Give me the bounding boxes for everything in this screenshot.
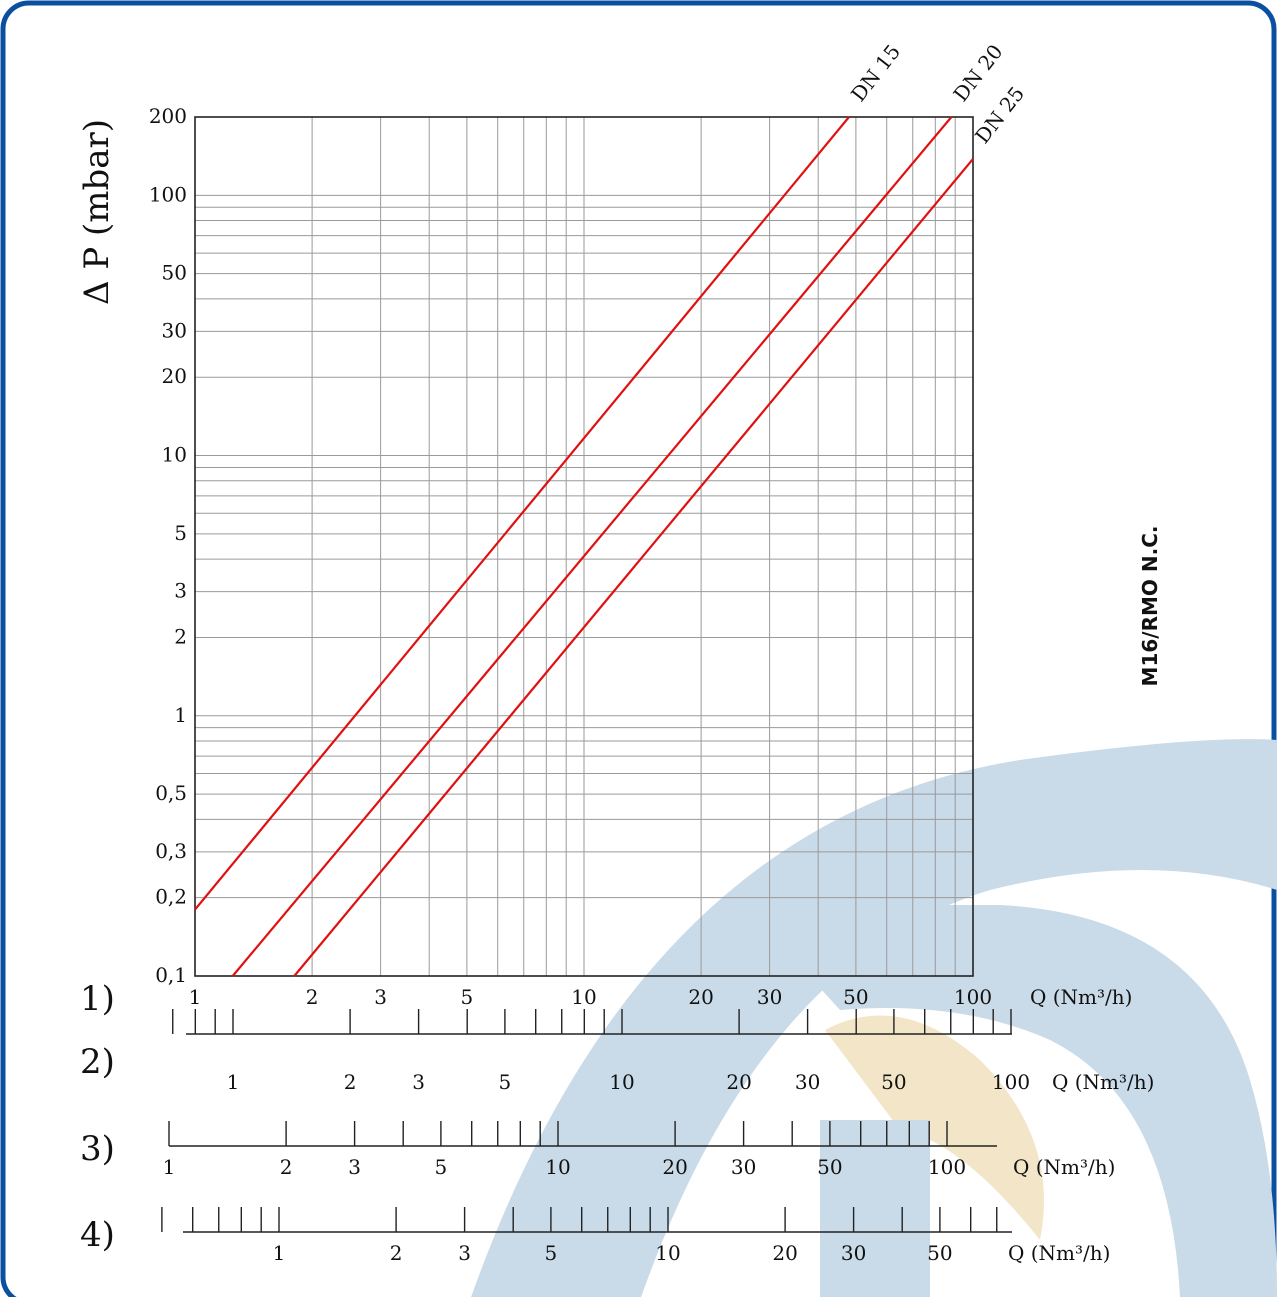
y-tick-label: 10 bbox=[162, 443, 187, 467]
x-tick-label: 3 bbox=[374, 985, 387, 1009]
x-tick-label: 20 bbox=[772, 1241, 797, 1265]
y-tick-label: 3 bbox=[174, 579, 187, 603]
series-line-2 bbox=[231, 116, 953, 977]
y-tick-labels: 0,1 0,2 0,3 0,5 1 2 3 5 10 20 30 50 100 200 bbox=[149, 104, 187, 987]
x-tick-label: 5 bbox=[545, 1241, 558, 1265]
x-axis-unit-label: Q (Nm³/h) bbox=[1052, 1070, 1154, 1094]
x-tick-label: 20 bbox=[662, 1155, 687, 1179]
x-tick-label: 100 bbox=[954, 985, 992, 1009]
x-axis-unit-label: Q (Nm³/h) bbox=[1030, 985, 1132, 1009]
x-tick-label: 30 bbox=[795, 1070, 820, 1094]
x-tick-label: 3 bbox=[412, 1070, 425, 1094]
grid bbox=[194, 116, 974, 977]
y-tick-label: 50 bbox=[162, 261, 187, 285]
x-tick-label: 30 bbox=[841, 1241, 866, 1265]
plot-border bbox=[194, 116, 974, 977]
y-tick-label: 1 bbox=[174, 703, 187, 727]
x-tick-label: 1 bbox=[189, 985, 202, 1009]
x-axis-unit-label: Q (Nm³/h) bbox=[1013, 1155, 1115, 1179]
x-scale-row-label: 2) bbox=[80, 1042, 115, 1082]
x-tick-label: 3 bbox=[348, 1155, 361, 1179]
x-scale-row-label: 1) bbox=[80, 979, 115, 1019]
x-tick-label: 10 bbox=[545, 1155, 570, 1179]
x-tick-label: 50 bbox=[927, 1241, 952, 1265]
x-tick-label: 20 bbox=[688, 985, 713, 1009]
x-tick-label: 1 bbox=[163, 1155, 176, 1179]
y-tick-label: 5 bbox=[174, 521, 187, 545]
y-tick-label: 0,5 bbox=[155, 781, 187, 805]
x-tick-label: 10 bbox=[571, 985, 596, 1009]
x-tick-label: 3 bbox=[458, 1241, 471, 1265]
x-tick-label: 100 bbox=[928, 1155, 966, 1179]
y-tick-label: 2 bbox=[174, 624, 187, 648]
x-scale-row-label: 3) bbox=[80, 1129, 115, 1169]
x-tick-label: 2 bbox=[390, 1241, 403, 1265]
y-tick-label: 30 bbox=[162, 318, 187, 342]
y-tick-label: 20 bbox=[162, 364, 187, 388]
x-tick-label: 5 bbox=[435, 1155, 448, 1179]
x-tick-label: 50 bbox=[817, 1155, 842, 1179]
x-tick-label: 5 bbox=[461, 985, 474, 1009]
x-tick-label: 2 bbox=[280, 1155, 293, 1179]
x-scale-row-label: 4) bbox=[80, 1215, 115, 1255]
y-axis-title: Δ P (mbar) bbox=[77, 119, 117, 305]
series-label: DN 25 bbox=[970, 82, 1029, 148]
y-tick-label: 200 bbox=[149, 104, 187, 128]
x-tick-label: 10 bbox=[655, 1241, 680, 1265]
watermark-logo bbox=[471, 739, 1277, 1297]
x-tick-label: 100 bbox=[992, 1070, 1030, 1094]
x-tick-label: 1 bbox=[273, 1241, 286, 1265]
x-tick-label: 20 bbox=[726, 1070, 751, 1094]
series-label: DN 15 bbox=[846, 40, 905, 106]
y-tick-label: 0,1 bbox=[155, 963, 187, 987]
y-tick-label: 0,3 bbox=[155, 839, 187, 863]
series-line-3 bbox=[293, 158, 974, 977]
x-tick-label: 1 bbox=[227, 1070, 240, 1094]
x-tick-label: 30 bbox=[757, 985, 782, 1009]
series-line-1 bbox=[194, 116, 850, 911]
x-tick-label: 50 bbox=[843, 985, 868, 1009]
x-tick-label: 30 bbox=[731, 1155, 756, 1179]
side-label: M16/RMO N.C. bbox=[1138, 526, 1162, 687]
x-tick-label: 50 bbox=[881, 1070, 906, 1094]
y-tick-label: 0,2 bbox=[155, 885, 187, 909]
x-tick-label: 2 bbox=[344, 1070, 357, 1094]
x-axis-unit-label: Q (Nm³/h) bbox=[1008, 1241, 1110, 1265]
x-tick-label: 5 bbox=[499, 1070, 512, 1094]
x-tick-label: 2 bbox=[306, 985, 319, 1009]
x-scales: 1) 1 2 3 5 10 20 30 50 100 Q (Nm³/h) 2) 1 2 3 5 10 20 30 50… bbox=[80, 979, 1154, 1265]
y-tick-label: 100 bbox=[149, 182, 187, 206]
x-tick-label: 10 bbox=[609, 1070, 634, 1094]
